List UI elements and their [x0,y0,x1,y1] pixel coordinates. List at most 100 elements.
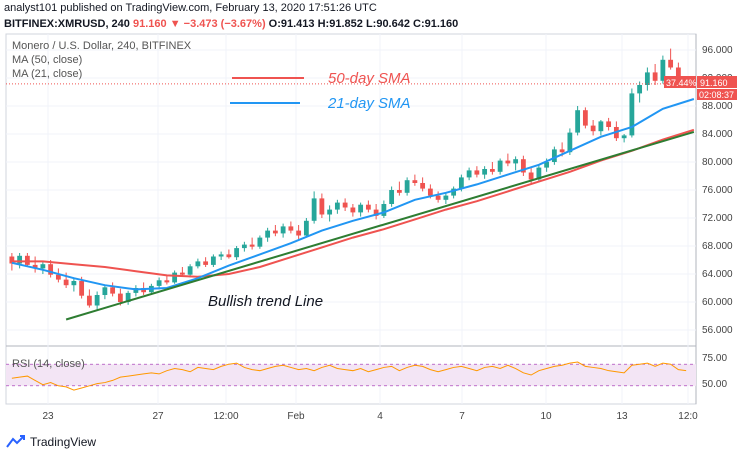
candle-body [637,85,643,94]
candle-body [551,149,557,162]
tradingview-logo-icon [6,435,25,448]
candle-body [482,169,488,175]
symbol-line: BITFINEX:XMRUSD, 240 91.160 ▼ −3.473 (−3… [4,17,458,31]
rsi-tick-75: 75.00 [702,353,727,364]
rsi-band-fill [6,364,696,386]
candle-body [652,72,658,81]
y-tick-label: 88.000 [702,101,733,112]
candle-body [489,169,495,172]
candle-body [644,72,650,85]
candle-body [195,261,201,267]
candle-body [110,287,116,294]
sma21-annotation: 21-day SMA [327,95,411,112]
candle-body [226,254,232,258]
candle-body [210,256,216,265]
countdown-label: 02:08:37 [699,90,734,100]
candle-body [241,244,247,249]
y-tick-label: 96.000 [702,45,733,56]
candle-body [125,292,131,302]
candle-body [63,279,69,286]
candle-body [458,177,464,189]
candle-body [389,190,395,204]
candle-body [435,195,441,200]
candle-body [536,167,542,180]
x-tick-label: 12:0 [678,411,698,422]
countdown-badge [697,89,737,100]
candle-body [342,202,348,208]
legend-title: Monero / U.S. Dollar, 240, BITFINEX [12,40,192,52]
candle-body [272,230,278,234]
last-price-badge [697,76,737,88]
ohlc-open: O:91.413 [268,18,315,30]
trend-annotation: Bullish trend Line [208,293,323,310]
candle-body [296,230,302,236]
last-price-label: 91.160 [700,78,728,88]
candle-body [513,159,519,164]
ohlc-high: H:91.852 [317,18,363,30]
candle-body [9,256,15,264]
candle-body [520,159,526,173]
candle-body [156,280,162,286]
symbol: BITFINEX:XMRUSD, 240 [4,18,130,30]
rsi-line [11,361,687,391]
x-tick-label: 13 [616,411,628,422]
candle-body [427,188,433,196]
y-tick-label: 64.000 [702,269,733,280]
x-tick-label: 12:00 [213,411,238,422]
candle-body [24,255,30,265]
pct-badge [664,76,696,88]
candle-body [404,180,410,193]
candle-body [32,264,38,269]
candle-body [575,110,581,133]
candle-body [117,293,123,302]
candle-body [319,198,325,215]
candle-body [381,204,387,216]
candle-body [396,190,402,193]
candle-body [420,183,426,189]
candle-body [358,204,364,213]
candle-body [311,198,317,221]
candle-body [412,180,418,183]
candle-body [280,226,286,234]
price-change: −3.473 (−3.67%) [183,18,266,30]
footer[interactable]: TradingView [6,435,96,449]
bullish-trend-line[interactable] [65,130,695,321]
down-triangle-icon: ▼ [169,18,181,30]
y-tick-label: 72.000 [702,213,733,224]
candle-body [528,172,534,180]
x-tick-label: 4 [377,411,383,422]
y-tick-label: 84.000 [702,129,733,140]
candle-body [249,244,255,247]
candle-body [164,280,170,283]
candle-body [365,204,371,210]
candle-body [629,93,635,136]
candle-body [48,264,54,275]
candle-body [559,149,565,153]
candle-body [544,162,550,168]
y-tick-label: 80.000 [702,157,733,168]
x-tick-label: 27 [152,411,164,422]
x-tick-label: 23 [42,411,54,422]
ma21-line [11,98,695,291]
ma50-line [11,128,695,278]
y-tick-label: 60.000 [702,297,733,308]
candle-body [40,264,46,269]
candle-body [598,121,604,132]
y-tick-label: 68.000 [702,241,733,252]
candle-body [102,287,108,295]
legend-ma21: MA (21, close) [12,68,82,80]
candle-body [55,274,61,280]
candle-body [71,281,77,286]
candle-body [218,254,224,257]
candle-body [350,207,356,213]
x-tick-label: 7 [459,411,465,422]
candle-body [172,272,178,283]
candle-body [505,160,511,164]
candle-body [590,125,596,132]
candle-body [265,230,271,238]
candle-body [133,288,139,293]
candle-body [79,281,85,296]
legend-ma50: MA (50, close) [12,54,82,66]
candle-body [288,226,294,231]
